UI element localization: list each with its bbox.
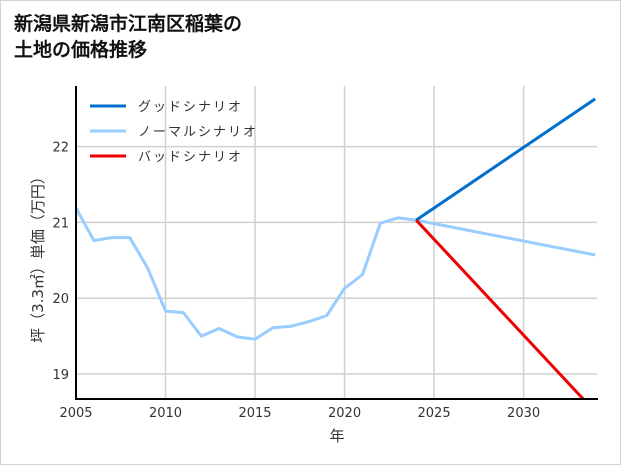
y-axis-label: 坪（3.3㎡）単価（万円） <box>29 169 47 343</box>
x-tick-label: 2010 <box>149 406 182 421</box>
y-tick-label: 19 <box>52 368 69 383</box>
x-tick-label: 2030 <box>507 406 540 421</box>
legend-label: グッドシナリオ <box>138 100 243 115</box>
x-tick-label: 2005 <box>59 406 92 421</box>
x-tick-label: 2025 <box>418 406 451 421</box>
legend-label: ノーマルシナリオ <box>138 125 258 140</box>
x-tick-label: 2015 <box>238 406 271 421</box>
series-line <box>415 97 597 222</box>
y-tick-label: 22 <box>52 141 69 156</box>
chart-title: 新潟県新潟市江南区稲葉の 土地の価格推移 <box>14 13 243 61</box>
x-axis-label: 年 <box>329 427 344 445</box>
series-line <box>76 207 596 341</box>
y-tick-label: 21 <box>52 216 69 231</box>
legend-label: バッドシナリオ <box>138 150 243 165</box>
series-line <box>415 219 586 399</box>
x-tick-label: 2020 <box>328 406 361 421</box>
y-tick-label: 20 <box>52 292 69 307</box>
